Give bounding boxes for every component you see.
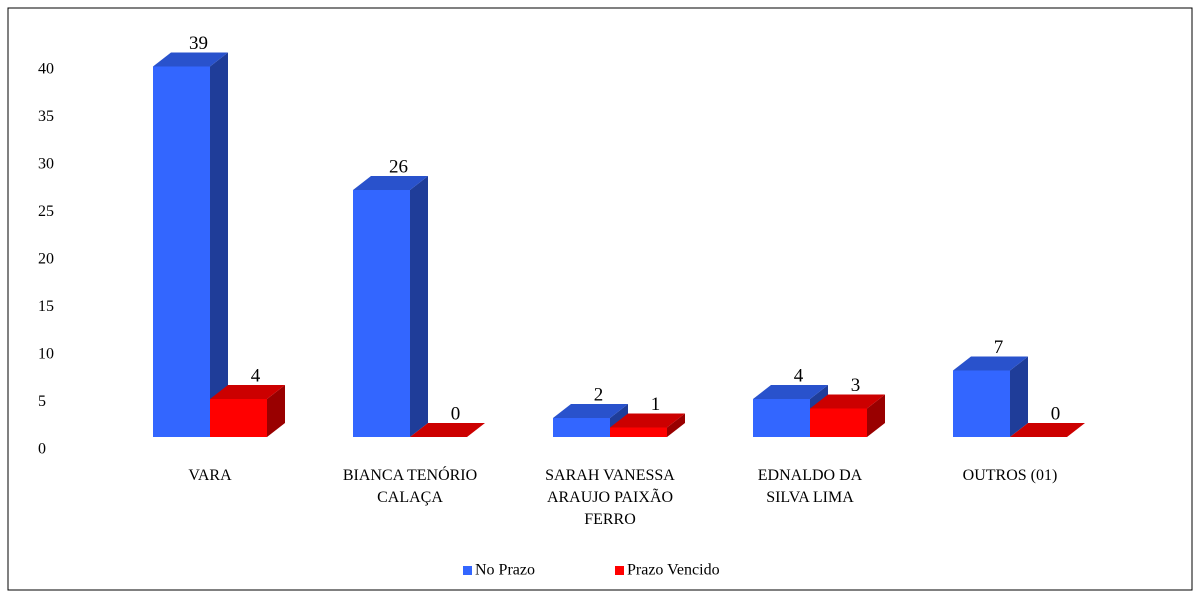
y-tick-label: 25 bbox=[38, 203, 54, 220]
legend-label: Prazo Vencido bbox=[627, 562, 720, 579]
x-tick-label: SARAH VANESSA ARAUJO PAIXÃO FERRO bbox=[545, 467, 675, 528]
bar-top bbox=[610, 413, 685, 428]
bar-side bbox=[210, 52, 228, 437]
y-tick-label: 5 bbox=[38, 393, 46, 410]
y-tick-label: 0 bbox=[38, 441, 46, 458]
y-tick-label: 30 bbox=[38, 156, 54, 173]
x-tick-label: OUTROS (01) bbox=[963, 467, 1058, 484]
value-label: 39 bbox=[189, 33, 208, 54]
bar-front bbox=[810, 408, 867, 437]
bar-side bbox=[410, 176, 428, 437]
bar-front bbox=[153, 66, 210, 437]
value-label: 0 bbox=[1051, 403, 1061, 424]
value-label: 1 bbox=[651, 394, 661, 415]
value-label: 0 bbox=[451, 403, 461, 424]
bar bbox=[610, 413, 685, 437]
bar bbox=[353, 176, 428, 437]
bar-top bbox=[1010, 423, 1085, 437]
y-tick-label: 35 bbox=[38, 108, 54, 125]
bar bbox=[153, 52, 228, 437]
value-label: 7 bbox=[994, 337, 1004, 358]
bar bbox=[210, 385, 285, 437]
y-tick-label: 15 bbox=[38, 298, 54, 315]
bar bbox=[810, 394, 885, 437]
bar-side bbox=[1010, 356, 1028, 437]
bar-top bbox=[353, 176, 428, 190]
y-tick-label: 20 bbox=[38, 251, 54, 268]
bar-front bbox=[353, 190, 410, 437]
value-label: 2 bbox=[594, 384, 604, 405]
bar-front bbox=[610, 427, 667, 437]
x-tick-label: VARA bbox=[188, 467, 232, 484]
legend-swatch bbox=[615, 566, 624, 575]
bar bbox=[953, 356, 1028, 437]
bar-top bbox=[810, 394, 885, 409]
bar bbox=[1010, 423, 1085, 437]
value-label: 26 bbox=[389, 156, 408, 177]
legend-swatch bbox=[463, 566, 472, 575]
bar-side bbox=[867, 394, 885, 437]
x-tick-label: EDNALDO DA SILVA LIMA bbox=[758, 467, 863, 506]
bar-front bbox=[753, 399, 810, 437]
bar-front bbox=[953, 370, 1010, 437]
bar-front bbox=[210, 399, 267, 437]
bar-top bbox=[410, 423, 485, 437]
bar-side bbox=[667, 413, 685, 437]
bar-top bbox=[153, 52, 228, 67]
y-tick-label: 40 bbox=[38, 61, 54, 78]
bar-top bbox=[210, 385, 285, 399]
x-tick-label: BIANCA TENÓRIO CALAÇA bbox=[343, 465, 477, 506]
bar-top bbox=[553, 404, 628, 418]
bar-top bbox=[953, 356, 1028, 371]
bar bbox=[410, 423, 485, 437]
value-label: 4 bbox=[794, 365, 804, 386]
bar-side bbox=[267, 385, 285, 437]
value-label: 4 bbox=[251, 365, 261, 386]
bar-top bbox=[753, 385, 828, 399]
value-label: 3 bbox=[851, 375, 861, 396]
legend-label: No Prazo bbox=[475, 562, 535, 579]
y-tick-label: 10 bbox=[38, 346, 54, 363]
bar-front bbox=[553, 418, 610, 437]
